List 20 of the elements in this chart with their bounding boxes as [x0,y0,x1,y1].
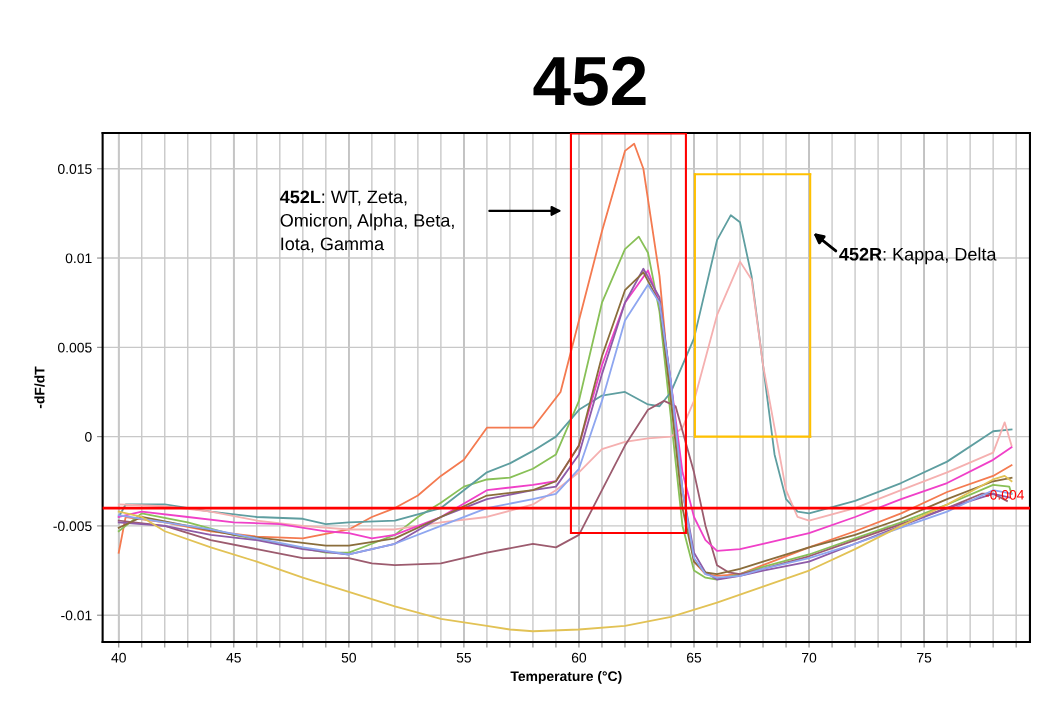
x-tick-label: 55 [456,652,472,663]
y-tick-label: 0 [85,431,92,442]
x-tick-label: 60 [571,652,587,663]
y-tick-label: 0.015 [58,164,92,174]
x-axis-title: Temperature (°C) [510,670,622,684]
x-tick-label: 75 [917,652,932,663]
x-tick-label: 40 [111,652,126,663]
x-tick-label: 65 [686,652,702,663]
x-tick-label: 45 [226,652,241,663]
y-tick-label: 0.01 [65,253,92,264]
y-tick-label: 0.005 [58,342,92,353]
x-tick-label: 50 [341,652,357,663]
chart-title: 452 [533,56,646,106]
x-tick-label: 70 [802,652,817,663]
y-tick-label: -0.005 [53,521,92,532]
ref-line-label: -0.004 [985,489,1024,500]
annotation: 452L: WT, Zeta, Omicron, Alpha, Beta, Iota, Gamma [280,190,454,253]
y-axis-title: -dF/dT [34,366,45,409]
y-tick-label: -0.01 [61,610,92,621]
annotation: 452R: Kappa, Delta [839,247,997,265]
